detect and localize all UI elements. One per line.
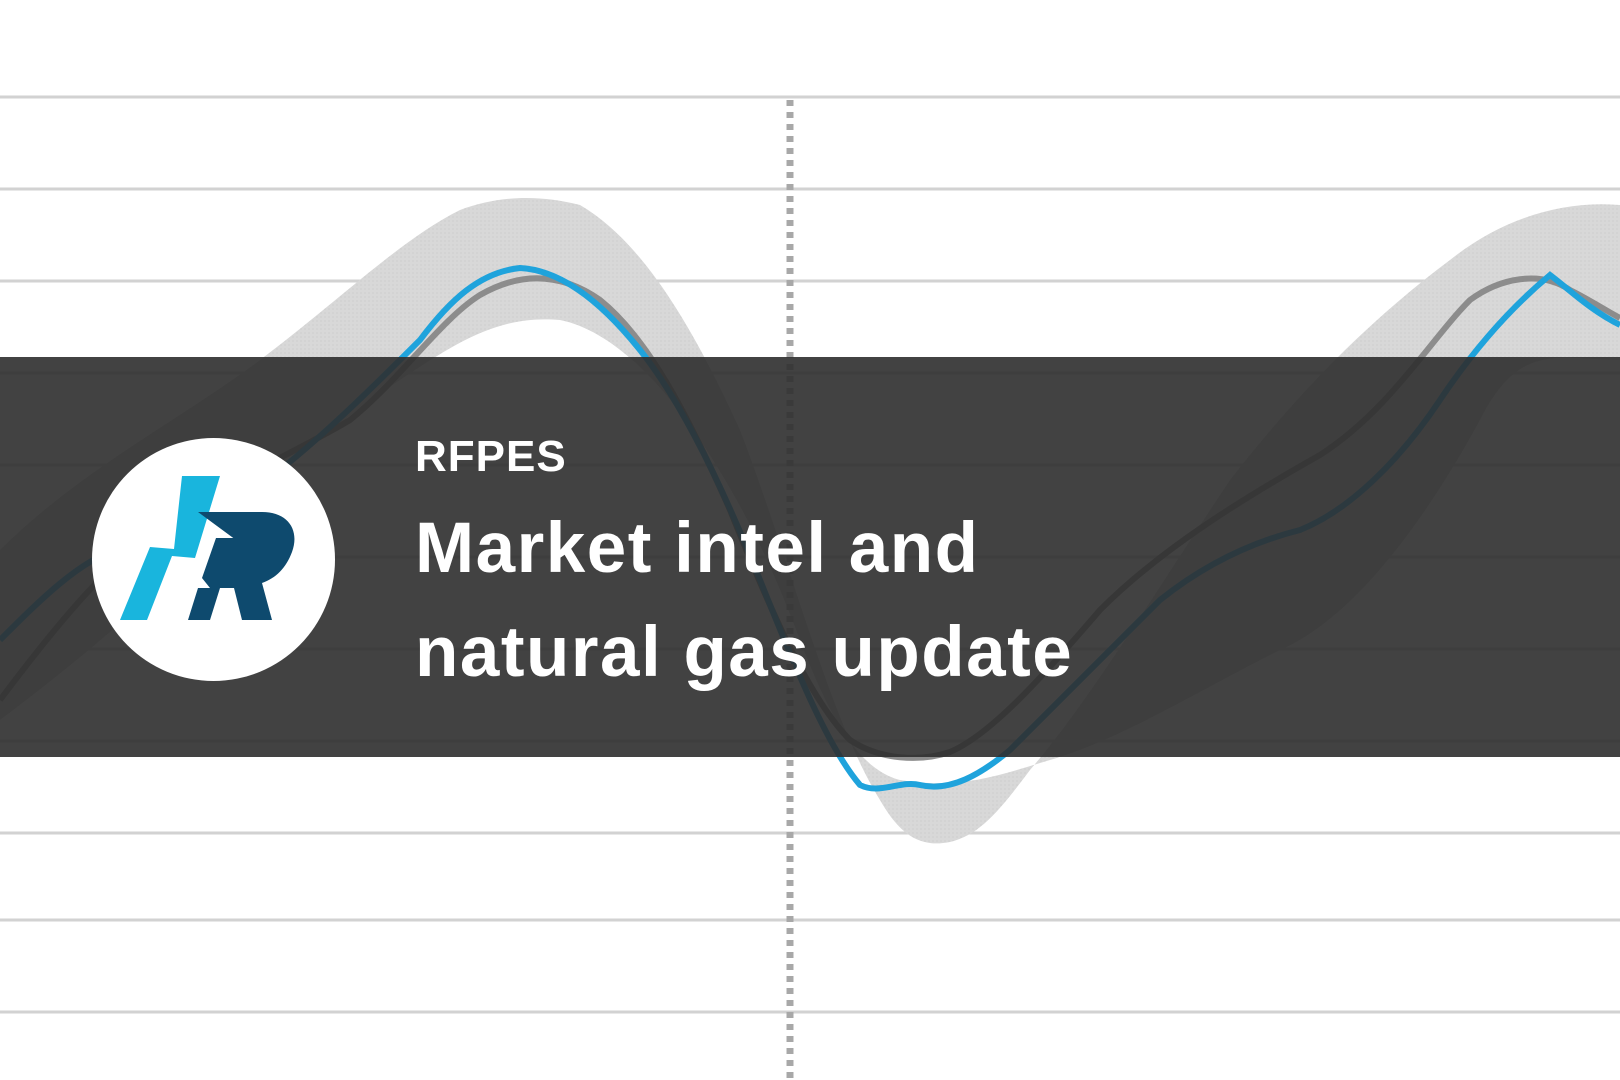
brand-name: RFPES [415, 432, 567, 481]
title-line-1: Market intel and [415, 509, 980, 588]
bolt-r-logo-icon [92, 438, 335, 681]
r-letter-icon [188, 512, 295, 620]
page-title: Market intel and natural gas update [415, 497, 1073, 705]
lightning-bolt-icon [120, 476, 220, 620]
title-line-2: natural gas update [415, 613, 1074, 692]
